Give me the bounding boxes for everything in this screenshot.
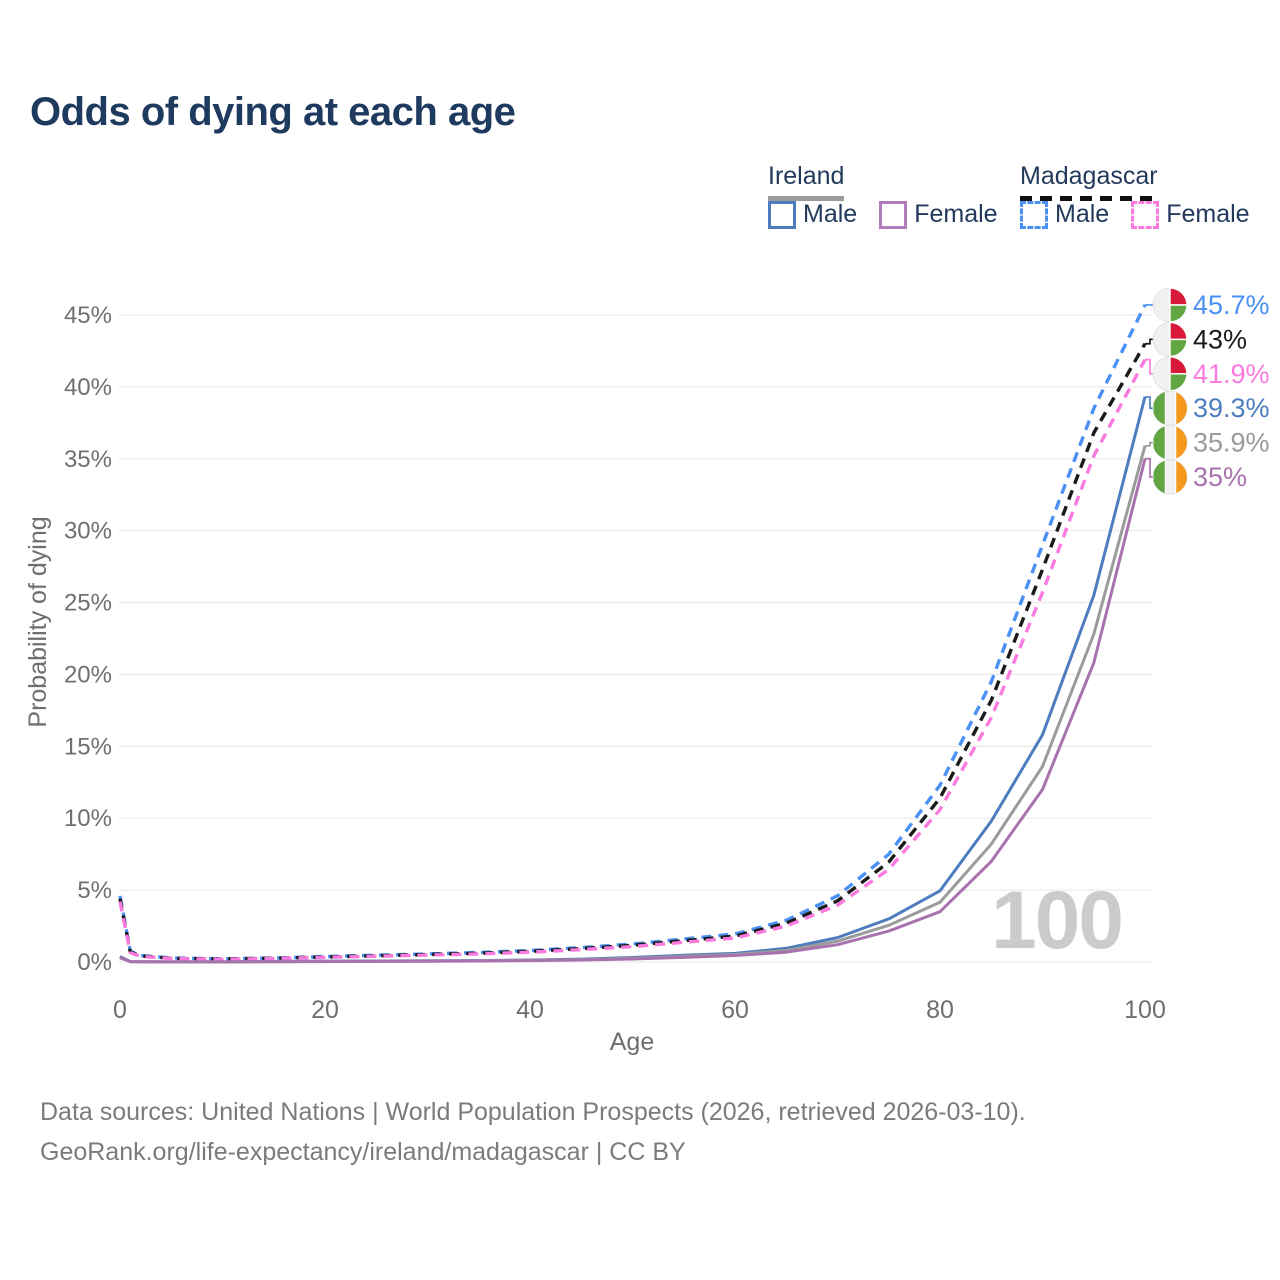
series-line-madagascar-female: [118, 358, 1147, 961]
end-label-connector: [1145, 338, 1153, 345]
end-value-label-ireland-female: 35%: [1193, 462, 1247, 492]
legend-group-ireland: Ireland: [768, 162, 845, 201]
y-tick-label: 35%: [64, 446, 112, 473]
legend-item-madagascar-female[interactable]: Female: [1131, 200, 1250, 229]
y-tick-label: 45%: [64, 302, 112, 329]
legend-label: Female: [914, 200, 998, 228]
end-value-label-madagascar-male: 45.7%: [1193, 290, 1270, 320]
data-sources-line: Data sources: United Nations | World Pop…: [40, 1098, 1026, 1126]
flag-orange-stripe: [1175, 425, 1187, 460]
attribution-line: GeoRank.org/life-expectancy/ireland/mada…: [40, 1138, 686, 1166]
end-value-label-madagascar-both-sexes: 43%: [1193, 324, 1247, 354]
y-axis-title: Probability of dying: [24, 516, 52, 727]
flag-red-quarter: [1169, 321, 1188, 341]
footer: Data sources: United Nations | World Pop…: [40, 1092, 1026, 1172]
x-tick-label: 60: [721, 996, 749, 1024]
ireland-male-swatch-icon: [768, 200, 796, 229]
x-axis-title: Age: [610, 1028, 654, 1056]
y-tick-label: 20%: [64, 661, 112, 688]
ireland-flag-icon: [1152, 390, 1188, 426]
legend-label: Female: [1166, 200, 1250, 228]
legend-items-madagascar: Male Female: [1020, 200, 1250, 229]
flag-orange-stripe: [1175, 391, 1187, 426]
legend-header-ireland: Ireland: [768, 162, 845, 190]
end-value-label-madagascar-female: 41.9%: [1193, 359, 1270, 389]
flag-green-quarter: [1169, 373, 1188, 392]
x-tick-label: 80: [926, 996, 954, 1024]
end-value-label-ireland-male: 39.3%: [1193, 393, 1270, 423]
flag-green-quarter: [1169, 338, 1188, 358]
end-label-connector: [1145, 396, 1153, 410]
legend-header-madagascar: Madagascar: [1020, 162, 1158, 190]
x-tick-label: 20: [311, 996, 339, 1024]
y-tick-label: 15%: [64, 733, 112, 760]
x-tick-label: 0: [113, 996, 127, 1024]
series-line-ireland-female: [119, 458, 1147, 964]
legend-item-ireland-male[interactable]: Male: [768, 200, 857, 229]
y-tick-label: 30%: [64, 518, 112, 545]
y-tick-label: 40%: [64, 374, 112, 401]
legend-underline-ireland-solid: [768, 196, 845, 201]
ireland-female-swatch-icon: [879, 200, 908, 229]
x-tick-label: 100: [1124, 996, 1166, 1024]
madagascar-female-swatch-icon: [1131, 200, 1160, 229]
end-label-connector: [1145, 457, 1153, 478]
flag-red-quarter: [1169, 356, 1188, 375]
x-tick-label: 40: [516, 996, 544, 1024]
flag-red-quarter: [1169, 287, 1188, 306]
flag-orange-stripe: [1175, 460, 1187, 494]
flag-green-stripe: [1153, 460, 1166, 494]
legend-label: Male: [1055, 200, 1110, 228]
madagascar-flag-icon: [1152, 356, 1188, 392]
end-label-connector: [1145, 441, 1153, 447]
legend-label: Male: [803, 200, 858, 228]
y-tick-label: 25%: [64, 590, 112, 617]
madagascar-male-swatch-icon: [1020, 200, 1048, 229]
legend-item-madagascar-male[interactable]: Male: [1020, 200, 1109, 229]
ireland-flag-icon: [1152, 425, 1188, 461]
flag-green-quarter: [1169, 304, 1188, 323]
legend-item-ireland-female[interactable]: Female: [879, 200, 998, 229]
ireland-flag-icon: [1152, 459, 1188, 495]
madagascar-flag-icon: [1152, 321, 1188, 358]
y-tick-label: 0%: [77, 949, 112, 976]
flag-green-stripe: [1153, 425, 1166, 460]
flag-green-stripe: [1153, 391, 1166, 426]
age-watermark: 100: [991, 875, 1122, 966]
legend-group-madagascar: Madagascar: [1020, 162, 1158, 201]
y-tick-label: 10%: [64, 805, 112, 832]
page-title: Odds of dying at each age: [30, 90, 516, 134]
legend-items-ireland: Male Female: [768, 200, 998, 229]
y-tick-label: 5%: [77, 877, 112, 904]
series-line-madagascar-both-sexes: [118, 342, 1147, 961]
madagascar-flag-icon: [1152, 287, 1188, 323]
end-label-connector: [1145, 358, 1153, 375]
end-value-label-ireland-both-sexes: 35.9%: [1193, 428, 1270, 458]
legend-underline-madagascar-dashed: [1020, 196, 1158, 201]
